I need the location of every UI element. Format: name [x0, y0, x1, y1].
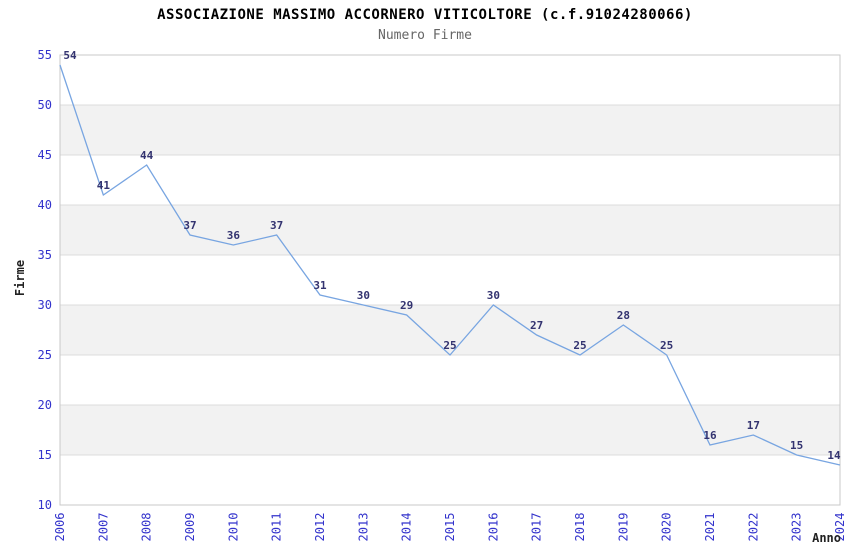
x-tick-label: 2012: [313, 513, 327, 542]
x-tick-label: 2014: [400, 513, 414, 542]
x-axis-label: Anno: [812, 531, 841, 545]
point-label: 30: [487, 289, 500, 302]
point-label: 37: [183, 219, 196, 232]
point-label: 54: [63, 49, 77, 62]
point-label: 16: [703, 429, 717, 442]
point-label: 25: [573, 339, 586, 352]
plot-band: [60, 105, 840, 155]
x-tick-label: 2022: [746, 513, 760, 542]
data-line: [59, 64, 841, 466]
y-tick-label: 45: [38, 148, 52, 162]
x-tick-label: 2015: [443, 513, 457, 542]
y-tick-label: 50: [38, 98, 52, 112]
point-label: 41: [97, 179, 111, 192]
plot-band: [60, 405, 840, 455]
point-label: 14: [827, 449, 841, 462]
x-tick-label: 2020: [660, 513, 674, 542]
point-label: 44: [140, 149, 154, 162]
x-tick-label: 2009: [183, 513, 197, 542]
point-label: 27: [530, 319, 543, 332]
y-tick-label: 30: [38, 298, 52, 312]
point-label: 37: [270, 219, 283, 232]
x-tick-label: 2024: [833, 513, 847, 542]
y-tick-label: 35: [38, 248, 52, 262]
point-label: 28: [617, 309, 630, 322]
y-tick-label: 25: [38, 348, 52, 362]
x-tick-label: 2013: [356, 513, 370, 542]
y-tick-label: 20: [38, 398, 52, 412]
x-tick-label: 2019: [616, 513, 630, 542]
point-label: 25: [660, 339, 673, 352]
x-tick-label: 2021: [703, 513, 717, 542]
plot-border: [59, 54, 841, 506]
chart-subtitle: Numero Firme: [378, 28, 472, 43]
point-label: 30: [357, 289, 370, 302]
x-tick-label: 2006: [53, 513, 67, 542]
x-tick-label: 2017: [530, 513, 544, 542]
y-tick-label: 10: [38, 498, 52, 512]
x-tick-label: 2008: [140, 513, 154, 542]
point-label: 25: [443, 339, 456, 352]
point-label: 29: [400, 299, 413, 312]
x-tick-label: 2011: [270, 513, 284, 542]
x-tick-label: 2018: [573, 513, 587, 542]
x-tick-label: 2016: [486, 513, 500, 542]
plot-band: [60, 205, 840, 255]
point-label: 17: [747, 419, 760, 432]
point-label: 36: [227, 229, 241, 242]
chart-title: ASSOCIAZIONE MASSIMO ACCORNERO VITICOLTO…: [157, 7, 693, 23]
point-label: 15: [790, 439, 803, 452]
x-tick-label: 2023: [790, 513, 804, 542]
y-axis-label: Firme: [13, 259, 27, 297]
x-tick-label: 2010: [226, 513, 240, 542]
point-label: 31: [313, 279, 327, 292]
x-tick-label: 2007: [96, 513, 110, 542]
plot-band: [60, 305, 840, 355]
y-tick-label: 55: [38, 48, 52, 62]
y-tick-label: 15: [38, 448, 52, 462]
y-tick-label: 40: [38, 198, 52, 212]
